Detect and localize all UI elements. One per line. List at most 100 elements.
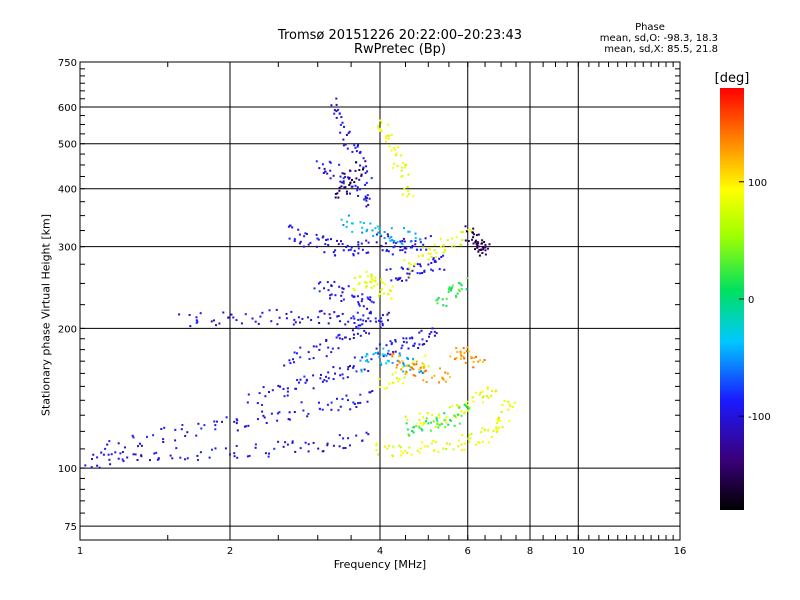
data-point: [382, 292, 385, 295]
data-point: [448, 288, 451, 291]
data-point: [440, 423, 443, 425]
data-point: [375, 320, 378, 323]
data-point: [248, 454, 251, 457]
x-tick-label: 10: [572, 546, 585, 557]
data-point: [401, 360, 404, 363]
data-point: [408, 364, 410, 367]
data-point: [409, 240, 412, 243]
data-point: [358, 178, 361, 181]
data-point: [448, 286, 451, 289]
data-point: [468, 406, 471, 409]
data-point: [405, 341, 408, 344]
data-point: [384, 283, 387, 286]
data-point: [291, 440, 294, 443]
data-point: [414, 232, 417, 235]
data-point: [268, 452, 270, 455]
data-point: [312, 357, 315, 360]
data-point: [418, 419, 421, 421]
data-point: [327, 289, 330, 292]
data-point: [366, 194, 369, 197]
data-point: [370, 312, 372, 315]
data-point: [256, 402, 259, 405]
data-point: [175, 447, 178, 450]
data-point: [340, 218, 343, 221]
data-point: [435, 332, 438, 335]
data-point: [298, 381, 300, 384]
y-tick-label: 750: [58, 58, 77, 69]
data-point: [472, 236, 475, 239]
data-point: [438, 413, 440, 416]
data-point: [370, 281, 373, 284]
data-point: [408, 337, 411, 340]
data-point: [421, 424, 424, 427]
data-point: [402, 370, 405, 373]
data-point: [465, 404, 467, 407]
data-point: [385, 140, 387, 143]
data-point: [413, 363, 416, 366]
data-point: [423, 269, 426, 272]
data-point: [364, 195, 367, 198]
data-point: [394, 154, 397, 157]
data-point: [380, 363, 383, 366]
data-point: [395, 152, 398, 155]
data-point: [377, 351, 379, 354]
data-point: [401, 366, 404, 369]
data-point: [330, 408, 333, 411]
data-point: [366, 170, 369, 173]
data-point: [307, 443, 310, 446]
data-point: [425, 417, 428, 420]
data-point: [341, 291, 344, 294]
data-point: [396, 377, 398, 380]
data-point: [181, 424, 184, 426]
data-point: [430, 442, 433, 445]
data-point: [401, 382, 404, 385]
data-point: [391, 381, 394, 384]
data-point: [420, 329, 423, 332]
data-point: [335, 116, 338, 119]
data-point: [378, 377, 381, 380]
data-point: [439, 367, 441, 370]
data-point: [235, 445, 238, 447]
data-point: [436, 302, 439, 305]
data-point: [362, 314, 365, 317]
data-point: [361, 323, 364, 326]
data-point: [345, 190, 348, 193]
data-point: [289, 224, 292, 227]
data-point: [342, 298, 345, 301]
data-point: [438, 381, 440, 384]
data-point: [122, 460, 125, 463]
chart-subtitle: RwPretec (Bp): [353, 42, 447, 57]
data-point: [299, 378, 302, 381]
data-point: [140, 455, 143, 458]
data-point: [472, 233, 475, 236]
data-point: [119, 452, 122, 455]
data-point: [417, 424, 420, 427]
data-point: [265, 422, 268, 424]
data-point: [102, 453, 105, 456]
data-point: [398, 352, 401, 355]
data-point: [469, 437, 472, 440]
data-point: [394, 148, 397, 151]
data-point: [381, 323, 384, 325]
data-point: [366, 400, 369, 403]
data-point: [297, 228, 300, 231]
data-point: [393, 245, 396, 248]
data-point: [421, 429, 424, 432]
data-point: [411, 362, 414, 365]
data-point: [513, 401, 516, 404]
data-point: [282, 388, 285, 390]
data-point: [353, 403, 356, 405]
data-point: [443, 248, 446, 251]
data-point: [310, 319, 313, 321]
data-point: [387, 319, 389, 322]
data-point: [428, 335, 430, 338]
data-point: [284, 441, 287, 444]
data-point: [427, 258, 430, 261]
data-point: [343, 186, 346, 189]
data-point: [383, 231, 386, 233]
data-point: [369, 298, 372, 301]
data-point: [163, 426, 166, 429]
data-point: [329, 294, 332, 297]
data-point: [323, 167, 326, 170]
data-point: [373, 285, 376, 288]
